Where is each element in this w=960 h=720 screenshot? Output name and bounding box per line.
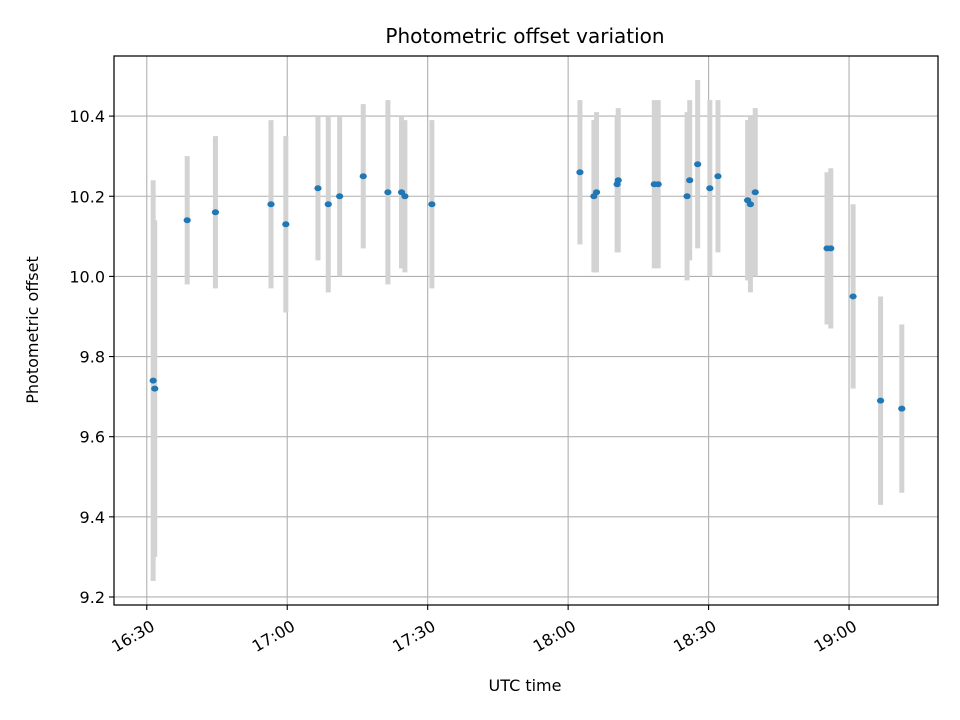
data-point — [746, 201, 755, 208]
y-tick-label: 9.2 — [80, 588, 105, 607]
y-tick-label: 9.4 — [80, 508, 105, 527]
data-point — [827, 245, 835, 252]
data-point — [211, 209, 220, 216]
data-point — [592, 189, 601, 196]
data-point — [654, 181, 662, 188]
x-tick-label: 18:30 — [670, 616, 719, 656]
data-point — [183, 217, 191, 224]
data-point — [876, 397, 885, 404]
plot-frame — [113, 55, 939, 606]
data-point — [694, 161, 702, 168]
data-point — [314, 185, 322, 192]
data-point — [282, 221, 290, 228]
data-point — [714, 173, 722, 180]
data-point — [706, 185, 714, 192]
error-bars — [150, 80, 905, 581]
data-point — [401, 193, 409, 200]
data-point — [267, 201, 275, 208]
data-point — [384, 189, 392, 196]
x-axis-ticks: 16:30 17:00 17:30 18:00 18:30 19:00 — [108, 605, 860, 656]
data-point — [686, 177, 694, 184]
x-tick-label: 18:00 — [530, 616, 579, 656]
data-point — [324, 201, 332, 208]
data-point — [151, 385, 159, 392]
x-tick-label: 17:00 — [249, 616, 298, 656]
data-point — [849, 293, 857, 300]
data-point — [683, 193, 691, 200]
y-tick-label: 10.2 — [69, 187, 105, 206]
x-tick-label: 19:00 — [811, 616, 860, 656]
data-point — [359, 173, 367, 180]
grid — [114, 56, 938, 605]
y-tick-label: 10.4 — [69, 107, 105, 126]
y-tick-label: 10.0 — [69, 267, 105, 286]
data-point — [336, 193, 344, 200]
data-point — [149, 377, 157, 384]
data-point — [614, 177, 622, 184]
x-tick-label: 16:30 — [108, 616, 157, 656]
y-axis-label: Photometric offset — [23, 256, 42, 404]
y-tick-label: 9.6 — [80, 428, 105, 447]
chart-title: Photometric offset variation — [385, 24, 664, 48]
y-axis-ticks: 9.2 9.4 9.6 9.8 10.0 10.2 10.4 — [69, 107, 114, 607]
data-point — [428, 201, 436, 208]
data-point — [576, 169, 584, 176]
data-point — [751, 189, 759, 196]
y-tick-label: 9.8 — [80, 348, 105, 367]
x-axis-label: UTC time — [489, 676, 562, 695]
x-tick-label: 17:30 — [389, 616, 438, 656]
data-point — [898, 405, 906, 412]
data-points — [149, 161, 906, 412]
